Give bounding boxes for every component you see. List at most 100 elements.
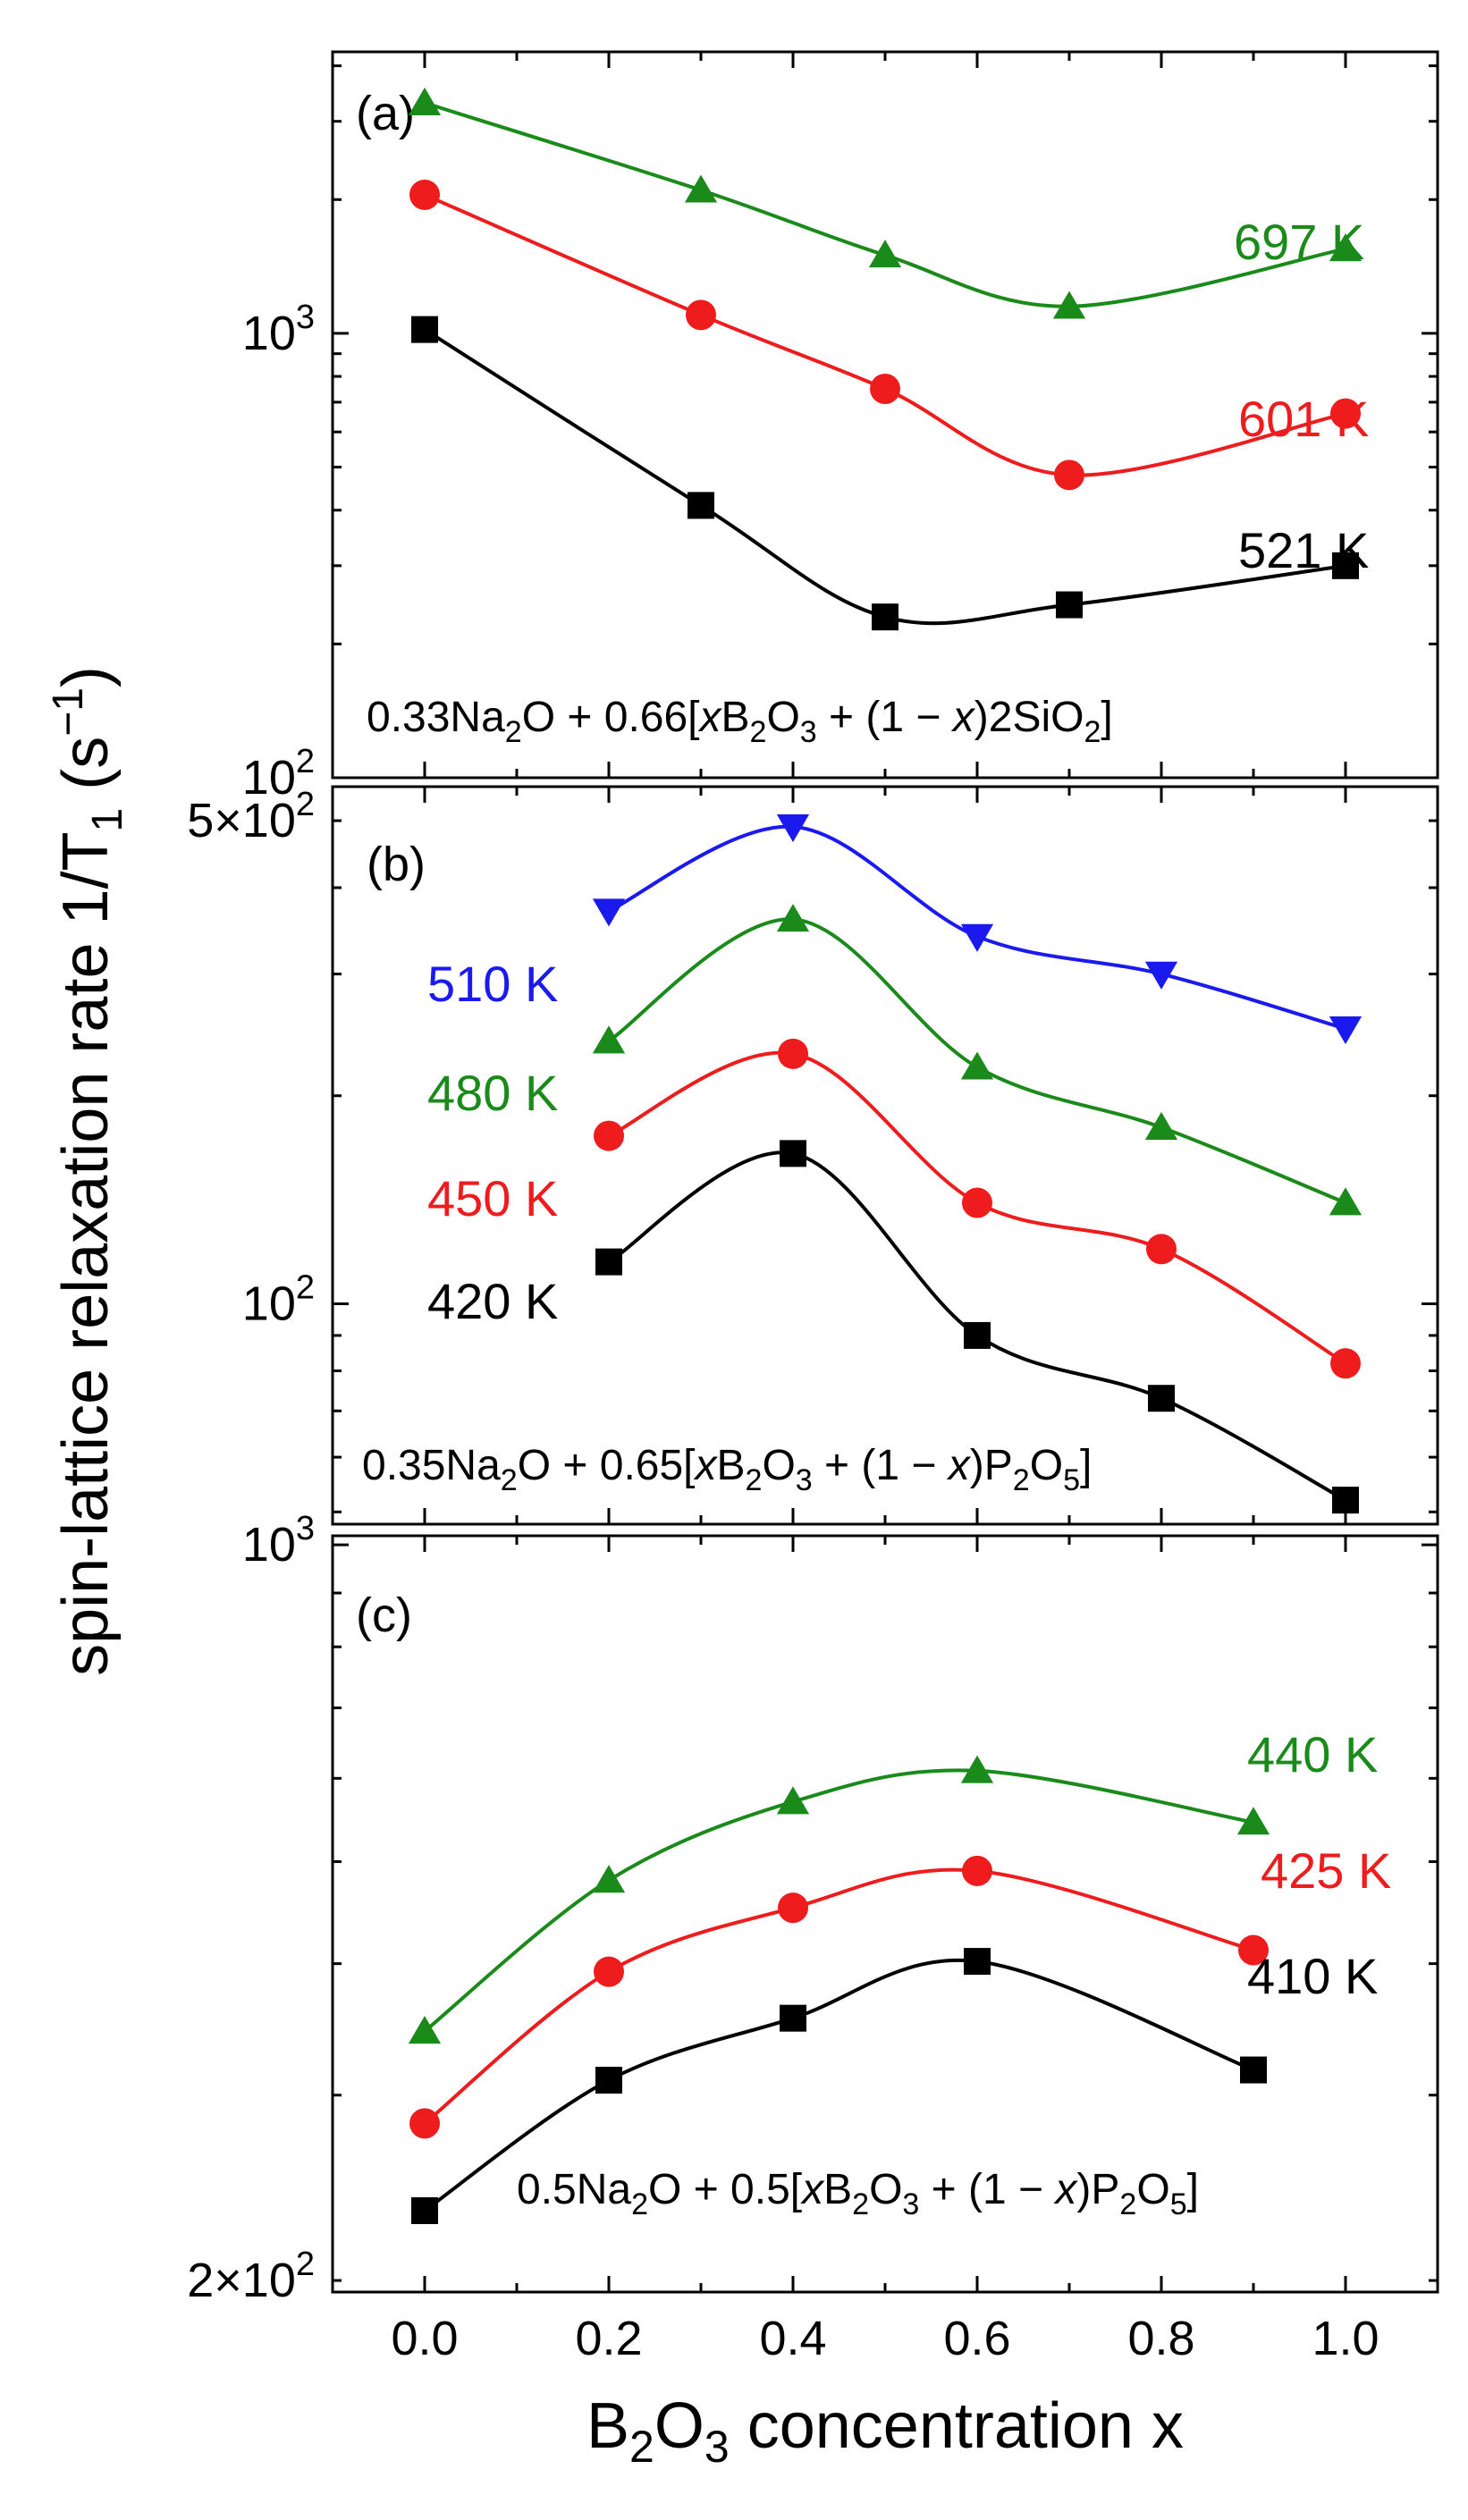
series-label: 480 K [427, 1065, 558, 1121]
series-601-k: 601 K [409, 179, 1369, 491]
data-point [1330, 1348, 1361, 1379]
series-450-k: 450 K [427, 1038, 1361, 1379]
data-point [592, 1865, 626, 1893]
data-point [1148, 1385, 1175, 1412]
data-point [411, 316, 438, 343]
data-point [1329, 1016, 1363, 1045]
data-point [595, 1248, 622, 1276]
data-point [686, 299, 716, 331]
series-label: 410 K [1247, 1948, 1378, 2004]
data-point [868, 240, 902, 268]
composition-label: 0.33Na2O + 0.66[xB2O3 + (1 − x)2SiO2] [367, 694, 1113, 749]
data-point [594, 1956, 624, 1987]
data-point [1332, 1487, 1359, 1514]
series-label: 420 K [427, 1273, 558, 1329]
data-point [964, 1321, 991, 1349]
x-tick-label: 0.2 [575, 2312, 642, 2365]
series-label: 697 K [1234, 214, 1364, 270]
x-tick-label: 0.4 [759, 2312, 826, 2365]
series-480-k: 480 K [427, 904, 1363, 1216]
data-point [1056, 591, 1083, 619]
y-tick-label: 103 [242, 299, 315, 360]
data-point [688, 492, 714, 519]
panels-layer: 103 102 (a) 0.33Na2O + 0.66[xB2O3 + (1 − x)… [187, 50, 1439, 2365]
data-point [594, 1120, 624, 1151]
plot-frame [331, 785, 1439, 1526]
series-line [607, 917, 1346, 1205]
data-point [1052, 291, 1086, 319]
data-point [780, 2004, 806, 2032]
x-axis-label: B2O3 concentration x [586, 2390, 1184, 2472]
x-tick-label: 1.0 [1312, 2312, 1379, 2365]
series-697-k: 697 K [408, 87, 1364, 319]
x-tick-label: 0.6 [943, 2312, 1010, 2365]
data-point [592, 898, 626, 927]
data-point [776, 1786, 810, 1815]
data-point [1144, 961, 1178, 990]
data-point [1236, 1807, 1270, 1835]
data-point [1238, 1934, 1269, 1966]
series-label: 601 K [1238, 391, 1369, 447]
series-410-k: 410 K [411, 1948, 1378, 2224]
series-line [423, 1768, 1254, 2033]
data-point [409, 2108, 440, 2139]
y-tick-label: 102 [242, 743, 315, 805]
data-point [595, 2066, 622, 2094]
y-tick-label: 2×102 [187, 2246, 315, 2307]
series-label: 510 K [427, 956, 558, 1012]
series-440-k: 440 K [408, 1726, 1378, 2044]
axis-labels-layer: B2O3 concentration x spin-lattice relaxat… [45, 666, 1184, 2472]
composition-label: 0.5Na2O + 0.5[xB2O3 + (1 − x)P2O5] [517, 2166, 1199, 2221]
data-point [408, 87, 442, 115]
series-line [423, 1867, 1254, 2125]
panel-b: 5×102 102 (b) 0.35Na2O + 0.65[xB2O3 + (1 − … [187, 785, 1439, 1526]
data-point [1146, 1234, 1177, 1265]
y-axis-label: spin-lattice relaxation rate 1/T1 (s−1) [45, 666, 131, 1676]
data-point [776, 814, 810, 843]
panel-letter: (b) [367, 838, 426, 891]
data-point [778, 1038, 808, 1069]
series-521-k: 521 K [411, 316, 1369, 631]
series-510-k: 510 K [427, 814, 1363, 1045]
data-point [592, 1025, 626, 1054]
data-point [780, 1140, 806, 1167]
data-point [964, 1948, 991, 1976]
data-point [778, 1892, 808, 1924]
panel-letter: (c) [356, 1589, 412, 1642]
data-point [1144, 1111, 1178, 1140]
y-tick-label: 103 [242, 1510, 315, 1572]
series-label: 425 K [1261, 1842, 1391, 1899]
data-point [1240, 2056, 1267, 2084]
data-point [776, 904, 810, 932]
panel-a: 103 102 (a) 0.33Na2O + 0.66[xB2O3 + (1 − x)… [242, 50, 1439, 805]
data-point [870, 374, 900, 405]
data-point [1329, 1187, 1363, 1216]
series-line [423, 327, 1346, 626]
data-point [1054, 459, 1084, 491]
data-point [960, 1051, 994, 1080]
y-tick-label: 5×102 [187, 786, 315, 847]
series-line [424, 101, 1346, 308]
data-point [960, 1755, 994, 1783]
data-point [684, 174, 718, 203]
panel-c: 103 2×102 (c) 0.5Na2O + 0.5[xB2O3 + (1 − x)… [187, 1510, 1439, 2365]
data-point [1332, 552, 1359, 579]
series-label: 450 K [427, 1170, 558, 1226]
data-point [411, 2196, 438, 2224]
data-point [408, 2016, 442, 2044]
y-tick-label: 102 [242, 1269, 315, 1331]
series-line [424, 193, 1346, 477]
data-point [960, 923, 994, 952]
data-point [1329, 233, 1363, 262]
composition-label: 0.35Na2O + 0.65[xB2O3 + (1 − x)P2O5] [362, 1442, 1092, 1497]
data-point [872, 603, 899, 631]
series-420-k: 420 K [427, 1140, 1359, 1514]
panel-letter: (a) [356, 87, 415, 140]
x-tick-label: 0.0 [391, 2312, 458, 2365]
data-point [1330, 398, 1361, 429]
series-425-k: 425 K [409, 1842, 1391, 2139]
series-label: 440 K [1247, 1726, 1378, 1783]
data-point [409, 179, 440, 210]
series-label: 521 K [1238, 522, 1369, 578]
